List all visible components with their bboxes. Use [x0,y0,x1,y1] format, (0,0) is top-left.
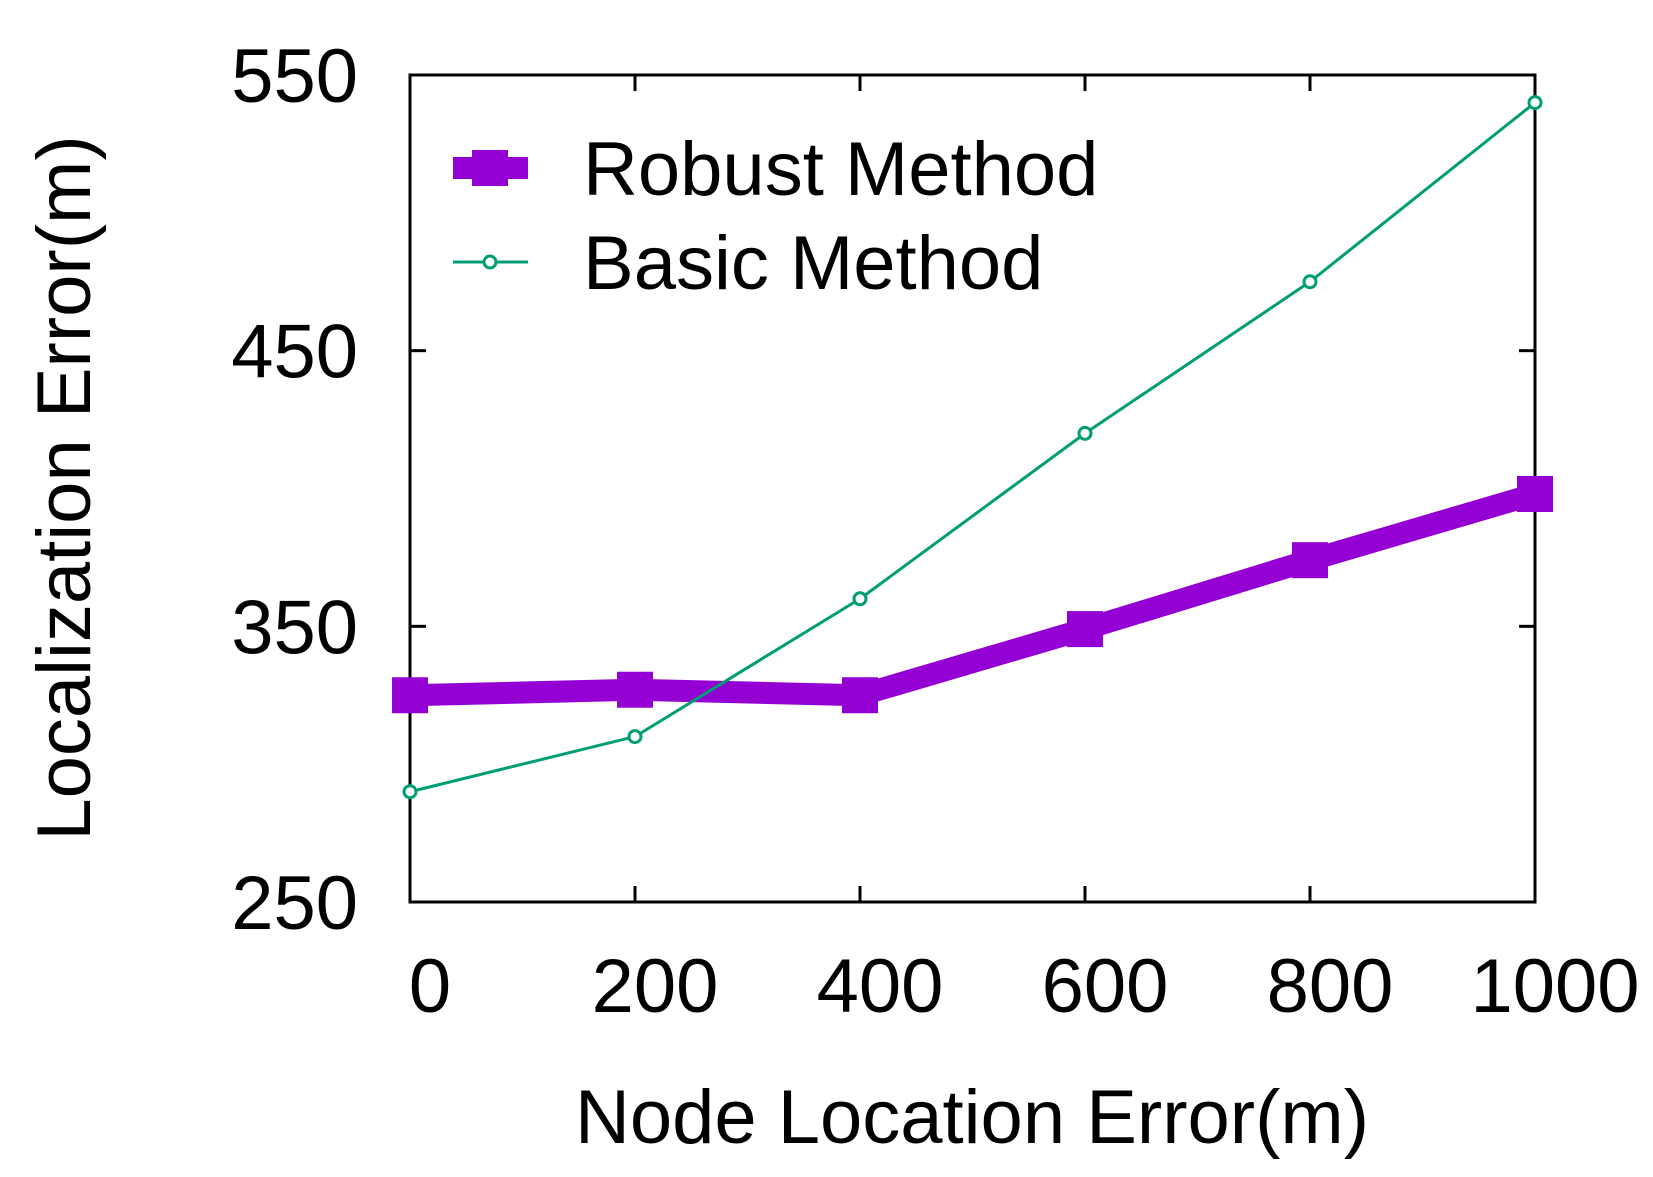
legend: Robust Method Basic Method [453,127,1098,306]
x-axis-title: Node Location Error(m) [575,1075,1369,1160]
x-tick-label: 800 [1267,944,1394,1029]
data-point-square [392,677,428,714]
data-point-circle [627,729,643,745]
y-tick-label: 250 [231,861,358,946]
legend-label: Robust Method [583,127,1098,212]
series-line-1 [409,101,1536,794]
data-point-circle [852,591,868,607]
y-tick-label: 350 [231,585,358,670]
legend-marker-square [472,150,508,186]
data-point-circle [1077,425,1093,441]
legend-marker-circle [482,254,498,270]
y-axis-title: Localization Error(m) [22,135,107,840]
x-tick-label: 1000 [1470,944,1639,1029]
x-tick-label: 600 [1042,944,1169,1029]
data-point-square [617,671,653,708]
data-point-square [1292,542,1328,579]
legend-label: Basic Method [583,221,1043,306]
data-point-circle [402,784,418,800]
data-point-circle [1302,274,1318,290]
series-layer [392,95,1553,800]
data-point-square [1517,476,1553,513]
data-point-square [1067,611,1103,648]
data-point-square [842,677,878,714]
x-tick-label: 200 [592,944,719,1029]
y-tick-label: 550 [231,34,358,119]
y-axis: 250 350 450 550 [231,34,1535,946]
x-tick-label: 0 [409,944,451,1029]
series-line-0 [409,483,1539,707]
data-point-circle [1527,95,1543,111]
x-tick-label: 400 [817,944,944,1029]
y-tick-label: 450 [231,310,358,395]
x-axis: 0 200 400 600 800 1000 [408,75,1640,1029]
